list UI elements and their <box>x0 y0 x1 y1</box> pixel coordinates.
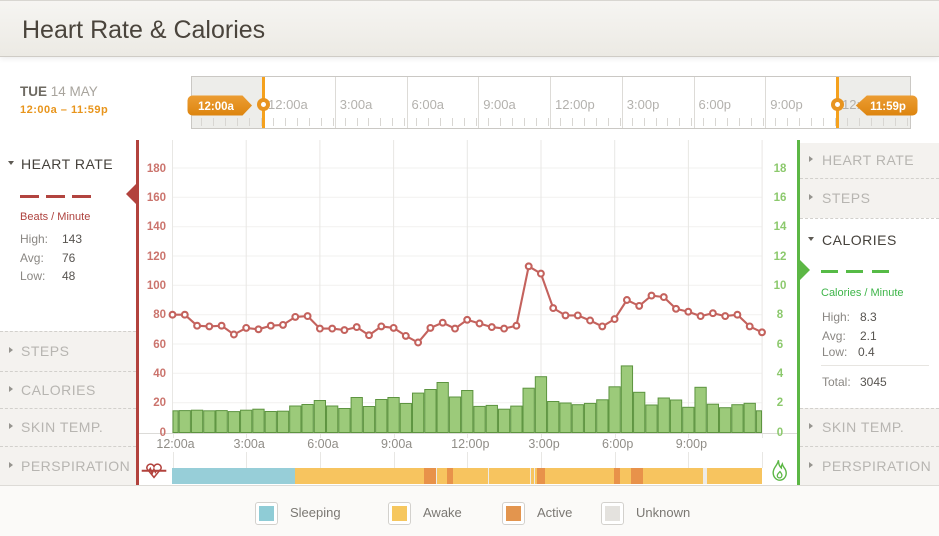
svg-text:12:00a: 12:00a <box>198 101 234 113</box>
svg-text:11:59p: 11:59p <box>870 101 906 113</box>
